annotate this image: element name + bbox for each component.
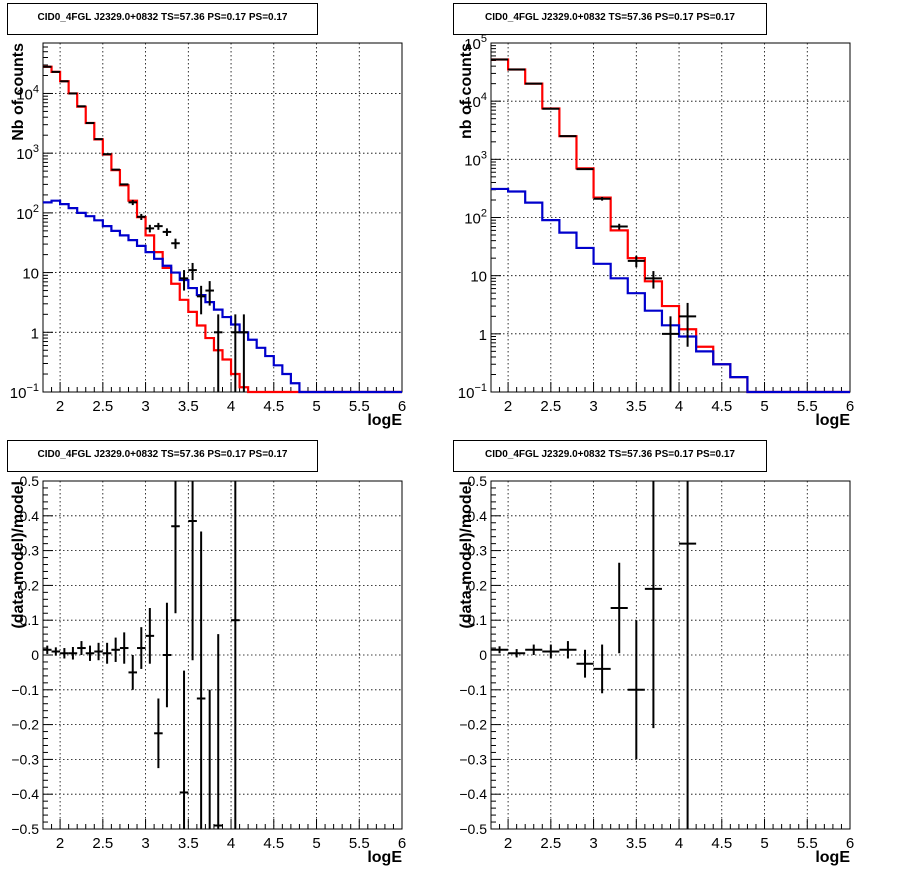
y-tick-label: 0: [31, 647, 39, 663]
y-axis-label: (data-model)/model: [10, 481, 27, 629]
y-tick-label: 104: [16, 83, 39, 103]
y-tick-label: −0.4: [11, 786, 39, 802]
component-model-histogram: [491, 187, 850, 394]
x-tick-label: 2: [504, 835, 512, 852]
y-tick-label: 0.4: [468, 508, 488, 524]
y-tick-label: 10−1: [458, 382, 487, 402]
x-tick-label: 5: [760, 835, 768, 852]
x-tick-label: 5.5: [797, 835, 818, 852]
y-tick-label: 0.1: [20, 612, 40, 628]
y-axis-label: nb of counts: [458, 43, 475, 139]
x-axis-label: logE: [367, 849, 402, 866]
y-tick-label: −0.3: [11, 751, 39, 767]
x-axis-label: logE: [815, 849, 850, 866]
panel-title-top-left: CID0_4FGL J2329.0+0832 TS=57.36 PS=0.17 …: [7, 3, 318, 35]
x-tick-label: 3: [589, 835, 597, 852]
x-tick-label: 4.5: [711, 398, 732, 415]
y-tick-label: 0.2: [468, 577, 488, 593]
y-tick-label: 102: [464, 208, 487, 228]
x-tick-label: 4.5: [711, 835, 732, 852]
x-tick-label: 2.5: [540, 835, 561, 852]
y-tick-label: 10: [470, 269, 487, 286]
x-tick-label: 4: [675, 835, 683, 852]
y-axis-label: Nb of counts: [10, 43, 27, 141]
y-tick-label: 10: [22, 266, 39, 283]
y-tick-label: −0.1: [11, 682, 39, 698]
x-tick-label: 2.5: [92, 835, 113, 852]
x-tick-label: 4.5: [263, 398, 284, 415]
y-tick-label: 104: [464, 91, 487, 111]
x-tick-label: 5.5: [797, 398, 818, 415]
x-tick-label: 3: [141, 835, 149, 852]
y-tick-label: 103: [464, 149, 487, 169]
x-tick-label: 3.5: [626, 835, 647, 852]
x-tick-label: 3: [141, 398, 149, 415]
y-tick-label: −0.1: [459, 682, 487, 698]
x-tick-label: 2: [56, 835, 64, 852]
y-tick-label: −0.5: [459, 821, 487, 837]
y-tick-label: −0.3: [459, 751, 487, 767]
y-tick-label: 1: [31, 325, 39, 342]
total-model-histogram: [43, 65, 402, 394]
y-tick-label: 1: [479, 327, 487, 344]
y-tick-label: 0.5: [468, 473, 488, 489]
y-tick-label: 102: [16, 203, 39, 223]
panel-title-bottom-right: CID0_4FGL J2329.0+0832 TS=57.36 PS=0.17 …: [453, 440, 767, 472]
x-tick-label: 4.5: [263, 835, 284, 852]
x-tick-label: 2: [504, 398, 512, 415]
x-tick-label: 6: [846, 398, 854, 415]
y-tick-label: 0.2: [20, 577, 40, 593]
y-tick-label: −0.5: [11, 821, 39, 837]
x-tick-label: 3.5: [178, 835, 199, 852]
x-tick-label: 2.5: [92, 398, 113, 415]
y-tick-label: 0: [479, 647, 487, 663]
x-tick-label: 5.5: [349, 835, 370, 852]
x-tick-label: 6: [846, 835, 854, 852]
x-tick-label: 2: [56, 398, 64, 415]
panel-title-bottom-left: CID0_4FGL J2329.0+0832 TS=57.36 PS=0.17 …: [7, 440, 318, 472]
x-axis-label: logE: [815, 412, 850, 429]
panel-title-top-right: CID0_4FGL J2329.0+0832 TS=57.36 PS=0.17 …: [453, 3, 767, 35]
x-tick-label: 6: [398, 398, 406, 415]
y-tick-label: 0.1: [468, 612, 488, 628]
y-tick-label: −0.2: [459, 717, 487, 733]
x-tick-label: 5: [312, 398, 320, 415]
y-tick-label: 10−1: [10, 382, 39, 402]
y-tick-label: 0.4: [20, 508, 40, 524]
y-tick-label: 103: [16, 143, 39, 163]
x-tick-label: 5: [312, 835, 320, 852]
y-axis-label: (data-model)/model: [458, 481, 475, 629]
component-model-histogram: [43, 199, 402, 394]
x-tick-label: 4: [227, 398, 235, 415]
y-tick-label: −0.4: [459, 786, 487, 802]
x-tick-label: 6: [398, 835, 406, 852]
y-tick-label: 105: [464, 33, 487, 53]
y-tick-label: 0.3: [20, 543, 40, 559]
y-tick-label: −0.2: [11, 717, 39, 733]
x-tick-label: 5.5: [349, 398, 370, 415]
y-tick-label: 0.5: [20, 473, 40, 489]
plot-frame: [42, 42, 403, 393]
y-tick-label: 0.3: [468, 543, 488, 559]
x-tick-label: 2.5: [540, 398, 561, 415]
x-tick-label: 3.5: [178, 398, 199, 415]
x-tick-label: 3: [589, 398, 597, 415]
x-tick-label: 4: [675, 398, 683, 415]
x-tick-label: 5: [760, 398, 768, 415]
x-axis-label: logE: [367, 412, 402, 429]
x-tick-label: 4: [227, 835, 235, 852]
x-tick-label: 3.5: [626, 398, 647, 415]
